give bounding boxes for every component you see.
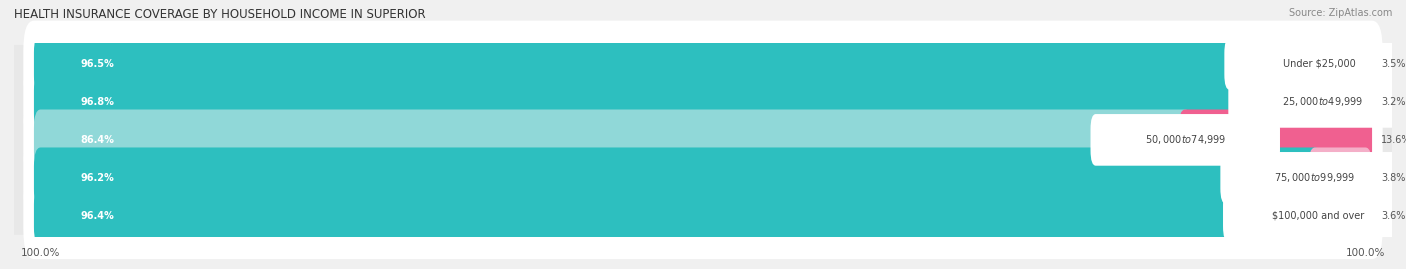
FancyBboxPatch shape bbox=[24, 97, 1382, 183]
FancyBboxPatch shape bbox=[1312, 34, 1372, 94]
Text: 96.5%: 96.5% bbox=[80, 59, 114, 69]
FancyBboxPatch shape bbox=[24, 172, 1382, 259]
FancyBboxPatch shape bbox=[24, 21, 1382, 107]
FancyBboxPatch shape bbox=[1220, 152, 1406, 204]
FancyBboxPatch shape bbox=[14, 121, 1392, 159]
FancyBboxPatch shape bbox=[34, 109, 1192, 170]
Text: 13.6%: 13.6% bbox=[1381, 135, 1406, 145]
FancyBboxPatch shape bbox=[24, 59, 1382, 145]
FancyBboxPatch shape bbox=[24, 134, 1382, 221]
FancyBboxPatch shape bbox=[1225, 38, 1406, 90]
Text: Under $25,000: Under $25,000 bbox=[1282, 59, 1355, 69]
FancyBboxPatch shape bbox=[1091, 114, 1279, 166]
Text: Source: ZipAtlas.com: Source: ZipAtlas.com bbox=[1288, 8, 1392, 18]
Text: 96.8%: 96.8% bbox=[80, 97, 114, 107]
Text: 3.8%: 3.8% bbox=[1381, 173, 1406, 183]
FancyBboxPatch shape bbox=[14, 83, 1392, 121]
FancyBboxPatch shape bbox=[1229, 76, 1406, 128]
FancyBboxPatch shape bbox=[34, 147, 1322, 208]
FancyBboxPatch shape bbox=[1223, 190, 1406, 242]
FancyBboxPatch shape bbox=[1178, 109, 1372, 170]
Text: 96.2%: 96.2% bbox=[80, 173, 114, 183]
Text: $25,000 to $49,999: $25,000 to $49,999 bbox=[1282, 95, 1364, 108]
Text: 100.0%: 100.0% bbox=[1346, 248, 1385, 258]
Text: 3.6%: 3.6% bbox=[1381, 211, 1406, 221]
Text: HEALTH INSURANCE COVERAGE BY HOUSEHOLD INCOME IN SUPERIOR: HEALTH INSURANCE COVERAGE BY HOUSEHOLD I… bbox=[14, 8, 426, 21]
FancyBboxPatch shape bbox=[34, 34, 1326, 94]
Text: 86.4%: 86.4% bbox=[80, 135, 114, 145]
FancyBboxPatch shape bbox=[14, 45, 1392, 83]
FancyBboxPatch shape bbox=[34, 185, 1324, 246]
FancyBboxPatch shape bbox=[1312, 185, 1372, 246]
FancyBboxPatch shape bbox=[1309, 147, 1372, 208]
Text: $75,000 to $99,999: $75,000 to $99,999 bbox=[1274, 171, 1355, 184]
FancyBboxPatch shape bbox=[1316, 72, 1372, 132]
Text: 3.5%: 3.5% bbox=[1381, 59, 1406, 69]
Text: 100.0%: 100.0% bbox=[21, 248, 60, 258]
Text: $100,000 and over: $100,000 and over bbox=[1271, 211, 1364, 221]
Text: $50,000 to $74,999: $50,000 to $74,999 bbox=[1144, 133, 1226, 146]
FancyBboxPatch shape bbox=[14, 197, 1392, 235]
FancyBboxPatch shape bbox=[34, 72, 1330, 132]
Text: 3.2%: 3.2% bbox=[1381, 97, 1406, 107]
Text: 96.4%: 96.4% bbox=[80, 211, 114, 221]
FancyBboxPatch shape bbox=[14, 159, 1392, 197]
